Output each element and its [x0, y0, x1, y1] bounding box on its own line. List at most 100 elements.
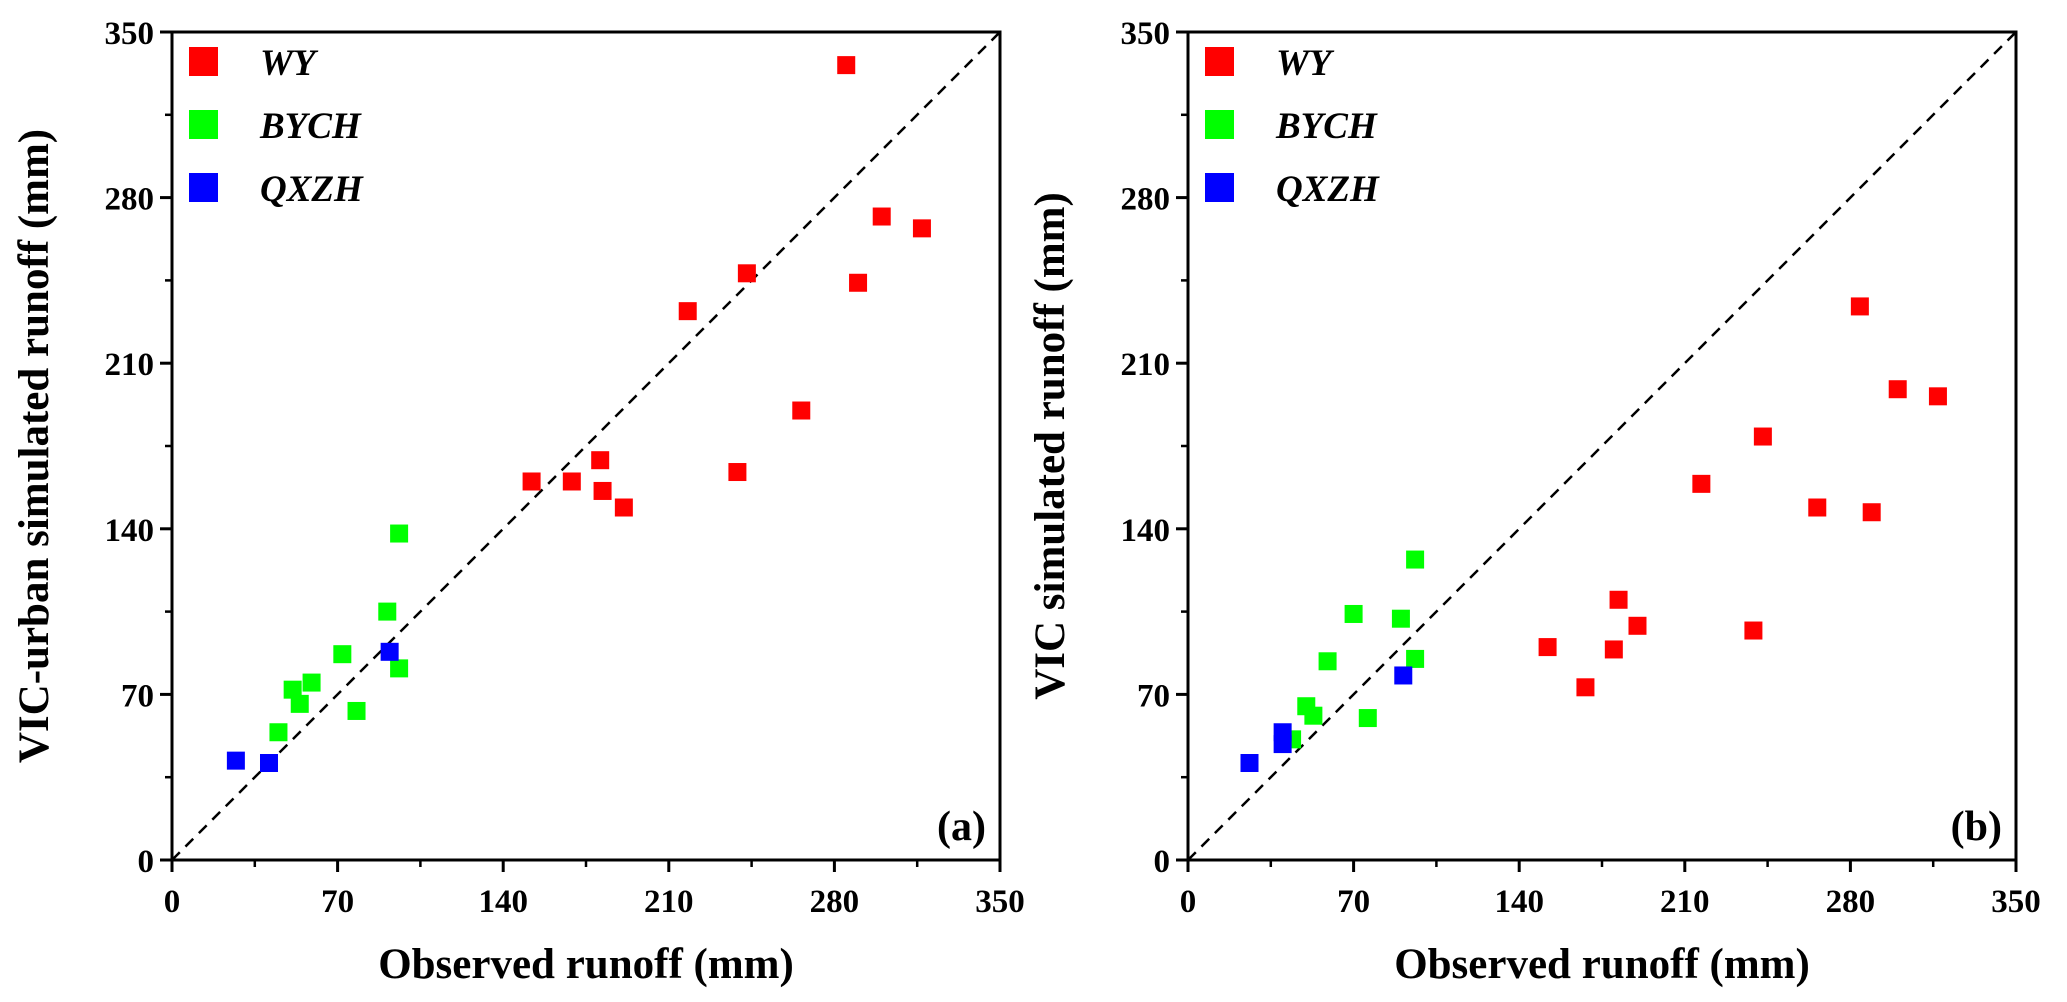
x-axis-title: Observed runoff (mm): [1394, 941, 1810, 988]
data-point-wy: [1692, 474, 1711, 493]
data-point-qxzh: [1273, 735, 1292, 754]
data-point-bych: [1391, 609, 1410, 628]
legend-swatch-qxzh: [1205, 173, 1234, 202]
data-point-qxzh: [1240, 754, 1259, 773]
data-point-wy: [678, 302, 697, 321]
y-tick-label: 140: [105, 513, 155, 549]
data-point-wy: [872, 207, 891, 226]
one-to-one-line: [1187, 31, 2017, 861]
series-bych: [1283, 550, 1425, 749]
data-point-bych: [283, 680, 302, 699]
data-point-wy: [912, 219, 931, 238]
data-point-wy: [1808, 498, 1827, 517]
data-point-wy: [1744, 621, 1763, 640]
data-point-wy: [522, 472, 541, 491]
legend-swatch-wy: [1205, 47, 1234, 76]
series-wy: [1538, 297, 1947, 697]
data-point-qxzh: [259, 754, 278, 773]
y-axis-title: VIC-urban simulated runoff (mm): [11, 129, 58, 763]
data-point-wy: [591, 451, 610, 470]
x-tick-label: 350: [975, 884, 1025, 920]
y-tick-label: 210: [105, 347, 155, 383]
panel-label: (b): [1951, 804, 2002, 850]
y-tick-label: 210: [1121, 347, 1171, 383]
data-point-bych: [1358, 709, 1377, 728]
y-tick-label: 280: [105, 182, 155, 218]
panel-label: (a): [937, 804, 986, 850]
y-tick-label: 140: [1121, 513, 1171, 549]
data-point-bych: [378, 602, 397, 621]
data-point-qxzh: [1394, 666, 1413, 685]
x-tick-label: 140: [478, 884, 528, 920]
data-point-bych: [347, 701, 366, 720]
legend-swatch-bych: [1205, 110, 1234, 139]
legend-swatch-bych: [189, 110, 218, 139]
data-point-wy: [1928, 387, 1947, 406]
legend-label-bych: BYCH: [259, 106, 362, 147]
x-tick-label: 280: [810, 884, 860, 920]
data-point-bych: [1406, 649, 1425, 668]
series-qxzh: [226, 642, 399, 773]
data-point-wy: [849, 273, 868, 292]
x-tick-label: 280: [1826, 884, 1876, 920]
data-point-wy: [1628, 616, 1647, 635]
y-tick-label: 0: [1154, 844, 1171, 880]
y-tick-label: 280: [1121, 182, 1171, 218]
data-point-wy: [593, 481, 612, 500]
series-qxzh: [1240, 666, 1413, 773]
data-point-bych: [1318, 652, 1337, 671]
data-point-bych: [333, 645, 352, 664]
legend-swatch-qxzh: [189, 173, 218, 202]
legend-swatch-wy: [189, 47, 218, 76]
data-point-bych: [390, 659, 409, 678]
y-tick-label: 70: [121, 678, 154, 714]
series-bych: [269, 524, 409, 742]
data-point-wy: [1753, 427, 1772, 446]
data-point-wy: [1538, 638, 1557, 657]
data-point-wy: [1862, 503, 1881, 522]
data-point-bych: [1344, 604, 1363, 623]
data-point-wy: [792, 401, 811, 420]
legend-label-qxzh: QXZH: [1276, 169, 1380, 210]
x-tick-label: 140: [1494, 884, 1544, 920]
data-point-bych: [269, 723, 288, 742]
data-point-wy: [1609, 590, 1628, 609]
data-point-bych: [302, 673, 321, 692]
data-point-wy: [614, 498, 633, 517]
data-point-bych: [390, 524, 409, 543]
data-point-wy: [1604, 640, 1623, 659]
data-point-wy: [837, 56, 856, 75]
legend-label-wy: WY: [1276, 43, 1335, 84]
x-tick-label: 0: [1180, 884, 1197, 920]
data-point-wy: [1850, 297, 1869, 316]
series-wy: [522, 56, 931, 517]
panel-a: 0 70 140 210 280 350 0 70 140 210 280 350 Observed r…: [11, 16, 1025, 988]
legend-label-qxzh: QXZH: [260, 169, 364, 210]
data-point-wy: [1888, 380, 1907, 399]
data-point-wy: [562, 472, 581, 491]
y-tick-label: 0: [138, 844, 155, 880]
data-point-qxzh: [380, 642, 399, 661]
y-tick-label: 70: [1137, 678, 1170, 714]
x-tick-label: 210: [644, 884, 694, 920]
legend-label-bych: BYCH: [1275, 106, 1378, 147]
data-point-bych: [1304, 706, 1323, 725]
y-tick-label: 350: [1121, 16, 1171, 52]
y-axis-title: VIC simulated runoff (mm): [1027, 192, 1074, 700]
x-tick-label: 70: [321, 884, 354, 920]
x-tick-label: 0: [164, 884, 181, 920]
x-tick-label: 210: [1660, 884, 1710, 920]
x-tick-label: 350: [1991, 884, 2041, 920]
data-point-wy: [728, 463, 747, 482]
panel-b: 0 70 140 210 280 350 0 70 140 210 280 350 Observed r…: [1027, 16, 2041, 988]
data-point-wy: [737, 264, 756, 283]
legend-label-wy: WY: [260, 43, 319, 84]
data-point-wy: [1576, 678, 1595, 697]
x-tick-label: 70: [1337, 884, 1370, 920]
data-point-bych: [290, 694, 309, 713]
data-point-qxzh: [226, 751, 245, 770]
x-axis-title: Observed runoff (mm): [378, 941, 794, 988]
data-point-bych: [1406, 550, 1425, 569]
one-to-one-line: [171, 31, 1001, 861]
